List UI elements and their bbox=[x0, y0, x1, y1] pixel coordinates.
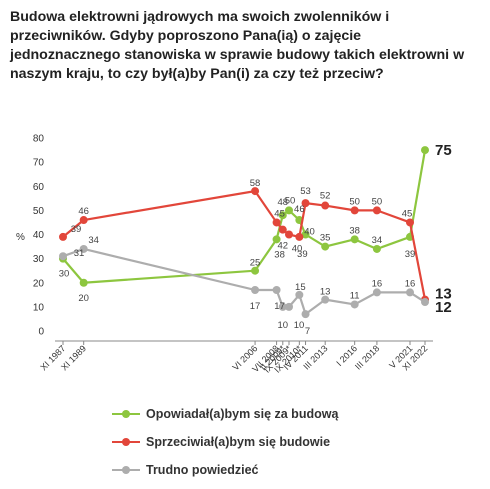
data-point bbox=[278, 211, 287, 220]
data-point bbox=[272, 218, 281, 227]
y-tick-label: 60 bbox=[33, 182, 45, 193]
data-point bbox=[421, 298, 429, 307]
data-point bbox=[284, 230, 293, 239]
data-point bbox=[372, 244, 381, 253]
legend-item-undecided: Trudno powiedzieć bbox=[112, 461, 259, 479]
data-point bbox=[278, 225, 287, 234]
data-point bbox=[372, 288, 381, 297]
legend-label-support: Opowiadał(a)bym się za budową bbox=[146, 407, 339, 421]
legend-item-oppose: Sprzeciwiał(a)bym się budowie bbox=[112, 433, 330, 451]
data-label: 52 bbox=[320, 191, 331, 202]
end-value-label: 75 bbox=[435, 142, 452, 159]
data-label: 38 bbox=[349, 225, 360, 236]
data-label: 50 bbox=[285, 195, 296, 206]
data-label: 7 bbox=[305, 326, 310, 337]
data-label: 50 bbox=[349, 196, 360, 207]
data-label: 17 bbox=[250, 301, 261, 312]
data-point bbox=[301, 230, 310, 239]
data-point bbox=[295, 232, 304, 241]
end-value-label: 12 bbox=[435, 299, 452, 316]
legend-item-support: Opowiadał(a)bym się za budową bbox=[112, 405, 338, 423]
data-point bbox=[406, 218, 415, 227]
data-label: 30 bbox=[59, 269, 70, 280]
data-point bbox=[79, 244, 88, 253]
data-label: 53 bbox=[300, 186, 311, 197]
data-point bbox=[421, 146, 429, 155]
y-tick-label: 70 bbox=[33, 158, 45, 169]
y-tick-label: 80 bbox=[33, 134, 45, 145]
data-label: 16 bbox=[372, 278, 383, 289]
data-label: 20 bbox=[78, 293, 89, 304]
chart-title: Budowa elektrowni jądrowych ma swoich zw… bbox=[10, 9, 465, 82]
y-tick-label: 20 bbox=[33, 278, 45, 289]
data-point bbox=[272, 285, 281, 294]
data-label: 39 bbox=[405, 249, 416, 260]
data-point bbox=[272, 235, 281, 244]
data-label: 42 bbox=[277, 241, 288, 252]
end-value-label: 13 bbox=[435, 286, 452, 303]
data-label: 39 bbox=[71, 224, 82, 235]
data-label: 17 bbox=[274, 301, 285, 312]
data-label: 11 bbox=[350, 290, 360, 301]
data-point bbox=[350, 300, 359, 309]
data-label: 46 bbox=[294, 204, 305, 215]
data-point bbox=[350, 206, 359, 215]
data-label: 10 bbox=[294, 320, 305, 331]
data-point bbox=[301, 199, 310, 208]
data-label: 40 bbox=[292, 244, 303, 255]
data-point bbox=[321, 201, 330, 210]
data-label: 40 bbox=[304, 227, 315, 238]
data-point bbox=[284, 302, 293, 311]
y-tick-label: 50 bbox=[33, 206, 45, 217]
data-label: 25 bbox=[250, 258, 261, 269]
data-point bbox=[350, 235, 359, 244]
data-point bbox=[321, 295, 330, 304]
y-tick-label: 30 bbox=[33, 254, 45, 265]
data-label: 45 bbox=[402, 208, 413, 219]
data-label: 45 bbox=[274, 208, 285, 219]
data-point bbox=[59, 232, 67, 241]
data-point bbox=[251, 266, 260, 275]
data-point bbox=[251, 187, 260, 196]
data-label: 48 bbox=[277, 197, 288, 208]
data-point bbox=[372, 206, 381, 215]
y-tick-label: 0 bbox=[38, 327, 44, 338]
data-point bbox=[301, 310, 310, 319]
legend-swatch-undecided bbox=[112, 466, 140, 474]
data-label: 10 bbox=[277, 320, 288, 331]
series-line-0 bbox=[62, 149, 427, 284]
data-point bbox=[295, 290, 304, 299]
data-point bbox=[406, 288, 415, 297]
data-label: 15 bbox=[295, 282, 306, 293]
legend-swatch-support bbox=[112, 410, 140, 418]
data-point bbox=[251, 285, 260, 294]
data-point bbox=[79, 216, 88, 225]
data-point bbox=[79, 278, 88, 287]
data-point bbox=[59, 252, 67, 261]
data-label: 50 bbox=[372, 196, 383, 207]
data-point bbox=[278, 302, 287, 311]
data-label: 35 bbox=[320, 233, 331, 244]
data-label: 46 bbox=[78, 206, 89, 217]
data-point bbox=[321, 242, 330, 251]
data-label: 34 bbox=[372, 235, 383, 246]
data-label: 58 bbox=[250, 178, 261, 189]
data-label: 31 bbox=[74, 248, 85, 259]
legend-label-oppose: Sprzeciwiał(a)bym się budowie bbox=[146, 435, 331, 449]
y-tick-label: 40 bbox=[33, 230, 45, 241]
data-label: 13 bbox=[320, 287, 331, 298]
legend-label-undecided: Trudno powiedzieć bbox=[146, 463, 259, 477]
x-tick-label: III 2018 bbox=[353, 343, 381, 371]
data-label: 16 bbox=[405, 278, 416, 289]
data-label: 34 bbox=[88, 235, 99, 246]
y-tick-label: 10 bbox=[33, 302, 45, 313]
data-point bbox=[284, 206, 293, 215]
data-label: 39 bbox=[297, 249, 308, 260]
data-label: 38 bbox=[274, 249, 285, 260]
legend-swatch-oppose bbox=[112, 438, 140, 446]
y-axis-label: % bbox=[16, 232, 25, 243]
